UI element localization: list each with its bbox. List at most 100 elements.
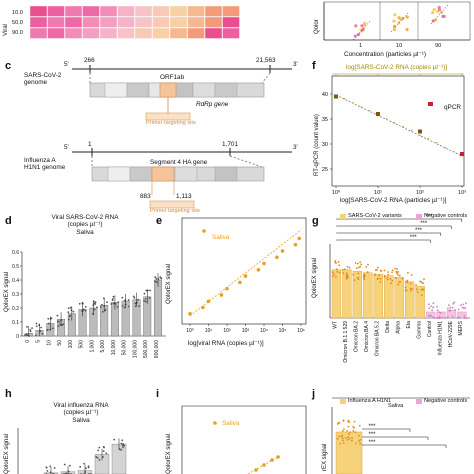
heatmap-cell <box>204 27 223 39</box>
heatmap-cell <box>82 16 100 28</box>
panel-g-ylabel: QolorEX signal <box>312 257 318 298</box>
panel-d-point <box>137 298 140 301</box>
panel-d-point <box>35 322 38 325</box>
panel-d-title: Viral SARS-CoV-2 RNA (copies µl⁻¹) Saliv… <box>51 214 119 236</box>
panel-g-point <box>436 309 439 312</box>
heatmap-cell <box>29 16 48 28</box>
panel-d-point <box>72 310 75 313</box>
panel-d-point <box>101 310 104 313</box>
panel-g-point <box>399 280 402 283</box>
sars-end: 21,563 <box>256 57 276 64</box>
panel-h-point <box>96 456 99 459</box>
panel-d-point <box>59 323 62 326</box>
panel-g-bar <box>352 270 363 319</box>
panel-f-point-small <box>402 125 404 128</box>
panel-g-point <box>337 261 340 263</box>
panel-h-point <box>49 471 52 474</box>
panel-g-point <box>421 288 424 291</box>
panel-g-point <box>397 283 400 286</box>
panel-g-point <box>463 317 466 319</box>
heatmap-cell <box>152 5 170 17</box>
heatmap-row-1: 10.0 <box>12 10 23 16</box>
panel-b-point <box>405 15 409 19</box>
panel-h-point <box>63 463 66 466</box>
panel-j-point <box>343 428 345 431</box>
panel-d-ytick-label: 0 <box>16 334 19 340</box>
legend-variants: SARS-CoV-2 variants <box>348 213 402 219</box>
panel-j-point <box>359 438 362 441</box>
panel-j-point <box>346 438 349 441</box>
heatmap-cell <box>134 5 153 17</box>
heatmap-cell <box>29 5 48 17</box>
heatmap-cell <box>82 27 100 39</box>
panel-b-point <box>392 19 396 23</box>
panel-g-point <box>404 286 407 289</box>
panel-d-point <box>99 306 102 308</box>
panel-g-point <box>396 273 399 276</box>
panel-b-point <box>360 24 364 28</box>
panel-b-xlabel: Concentration (particles µl⁻¹) <box>344 51 426 58</box>
panel-g-point <box>463 315 466 317</box>
panel-g-point <box>451 315 454 318</box>
panel-g-point <box>438 311 441 314</box>
panel-g-point <box>404 289 407 292</box>
panel-d-point <box>143 299 146 302</box>
panel-d-point <box>31 327 33 330</box>
panel-label-i: i <box>156 388 160 400</box>
panel-d-point <box>92 300 95 303</box>
panel-d-point <box>134 305 137 308</box>
panel-g-point <box>411 288 414 290</box>
heatmap-cell <box>99 16 118 28</box>
panel-g-point <box>354 262 357 264</box>
panel-g-point <box>410 274 413 276</box>
flu-genome-label: Influenza A H1N1 genome <box>24 157 66 172</box>
panel-g-point <box>439 312 442 314</box>
panel-d-point <box>144 297 147 300</box>
panel-d-ytick-label: 0.3 <box>12 292 19 298</box>
panel-g-point <box>451 306 454 309</box>
panel-g-point <box>464 307 467 309</box>
panel-e-xtick-label: 10¹ <box>205 328 213 334</box>
panel-d-point <box>47 317 50 320</box>
panel-d-point <box>69 306 72 309</box>
primer-label-flu: Primer targeting site <box>150 208 201 214</box>
panel-b-frame <box>323 1 471 41</box>
panel-b-point <box>363 22 367 27</box>
panel-e: QolorEX signal 10⁰ 10¹ 10² 10³ 10⁴ 10⁵ 10⁶ Sal… <box>160 212 310 352</box>
panel-j-point <box>348 437 351 440</box>
heatmap-svg <box>29 5 240 39</box>
panel-e-point <box>256 268 261 272</box>
heatmap-row-2: 50.0 <box>12 20 23 26</box>
panel-label-h: h <box>5 388 12 400</box>
panel-f-point-small <box>394 122 396 124</box>
panel-g-point <box>394 267 396 270</box>
panel-e-point <box>280 249 285 253</box>
heatmap-cell <box>169 5 188 17</box>
panel-i-frame <box>181 405 307 474</box>
panel-g-point <box>436 317 439 319</box>
panel-g-point <box>379 277 382 280</box>
panel-f: log[SARS-CoV-2 RNA (copies µl⁻¹)] 40 35 30… <box>300 58 474 208</box>
heatmap-cell <box>117 5 135 17</box>
panel-h: Viral influenza RNA (copies µl⁻¹) Saliva… <box>0 398 160 474</box>
panel-g-point <box>419 280 422 283</box>
panel-g-point <box>396 272 398 275</box>
panel-d-xtick-label: 800,000 <box>154 340 160 358</box>
panel-g-point <box>465 302 467 305</box>
panel-h-point <box>85 467 87 470</box>
panel-h-point <box>105 452 108 455</box>
heatmap-cell <box>204 5 223 17</box>
panel-g-point <box>396 268 398 270</box>
panel-d-point <box>70 309 73 312</box>
panel-g-point <box>335 268 338 271</box>
panel-g-point <box>359 261 362 264</box>
panel-b-fit <box>430 3 450 25</box>
panel-d-xtick-label: 100 <box>68 340 74 349</box>
panel-g-point <box>357 278 360 280</box>
panel-g-bar <box>342 269 352 319</box>
panel-j-point <box>347 425 350 428</box>
sars-start: 266 <box>84 57 95 64</box>
panel-d-point <box>38 324 41 327</box>
panel-d-point <box>58 321 60 323</box>
panel-g-point <box>454 308 456 311</box>
